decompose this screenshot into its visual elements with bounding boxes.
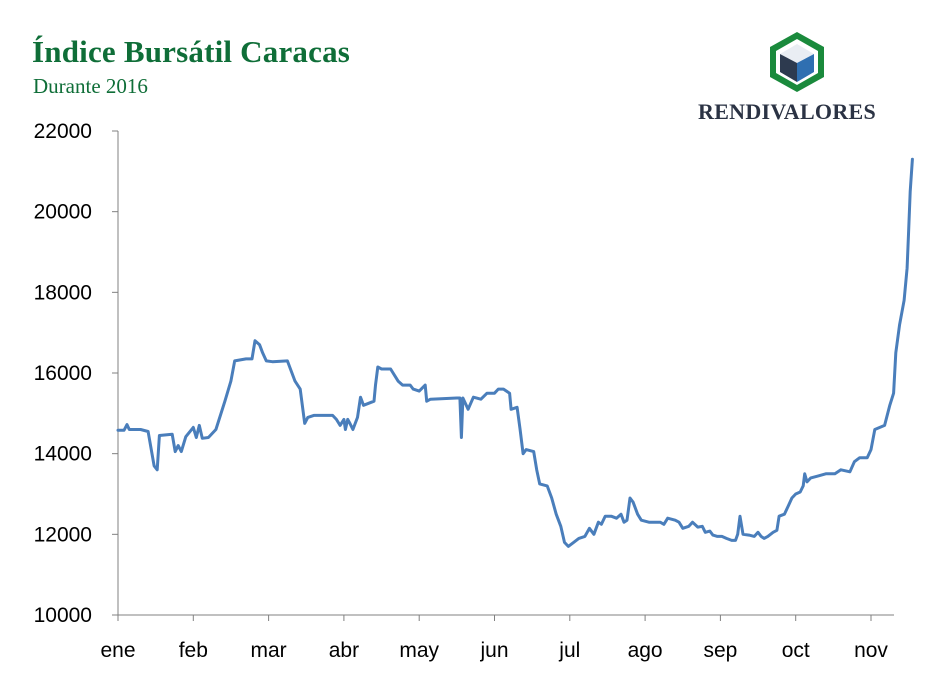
y-tick-label: 22000 (34, 120, 92, 143)
x-tick-label: ago (628, 639, 663, 662)
x-tick-label: jun (479, 639, 508, 662)
x-tick-label: sep (703, 639, 737, 662)
y-tick-label: 18000 (34, 281, 92, 304)
logo-cube-left (780, 54, 797, 82)
logo-cube-right (797, 54, 814, 82)
rendivalores-logo (770, 32, 824, 92)
x-tick-label: oct (782, 639, 810, 662)
x-tick-label: mar (251, 639, 287, 662)
x-tick-label: ene (100, 639, 135, 662)
plot-area (116, 157, 914, 548)
y-tick-label: 20000 (34, 201, 92, 224)
brand-name: RENDIVALORES (698, 99, 877, 124)
x-tick-label: abr (329, 639, 359, 662)
y-tick-label: 16000 (34, 362, 92, 385)
x-tick-label: jul (558, 639, 580, 662)
y-tick-label: 14000 (34, 443, 92, 466)
series-line (116, 157, 914, 548)
y-ticks: 10000 12000 14000 16000 18000 20000 22000 (34, 120, 118, 627)
x-tick-label: feb (179, 639, 208, 662)
y-tick-label: 12000 (34, 523, 92, 546)
x-axis: ene feb mar abr may jun jul ago sep oct nov (100, 614, 894, 662)
logo-cube-top (780, 44, 814, 63)
x-ticks: ene feb mar abr may jun jul ago sep oct nov (100, 615, 888, 662)
y-tick-label: 10000 (34, 604, 92, 627)
y-axis: 10000 12000 14000 16000 18000 20000 22000 (34, 120, 119, 627)
x-tick-label: nov (854, 639, 888, 662)
chart-subtitle: Durante 2016 (33, 74, 148, 98)
chart-title: Índice Bursátil Caracas (32, 34, 351, 69)
x-tick-label: may (399, 639, 439, 662)
